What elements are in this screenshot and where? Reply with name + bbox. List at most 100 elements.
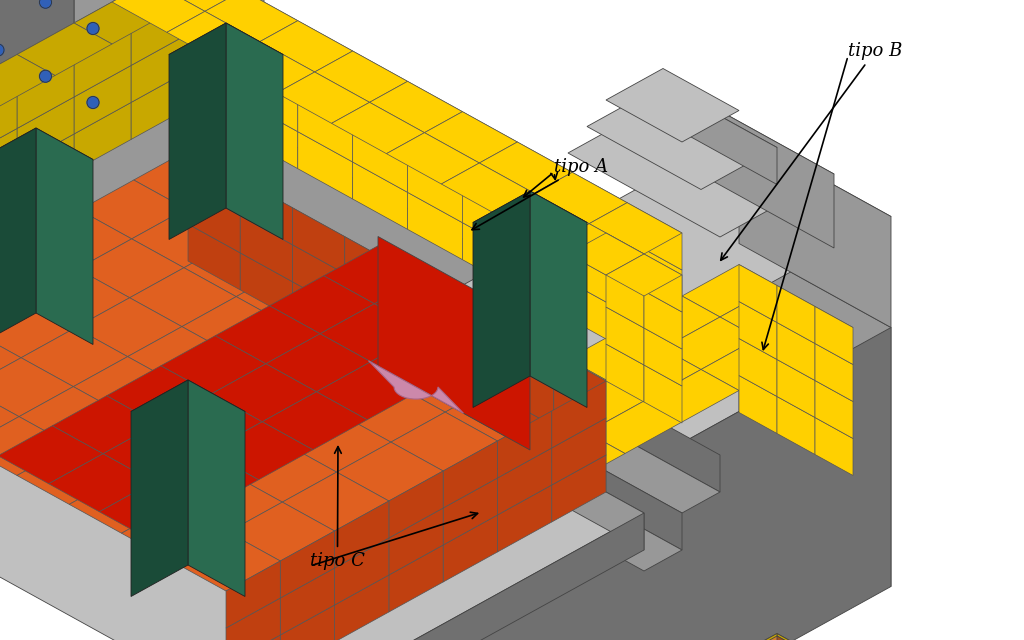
Polygon shape — [450, 332, 502, 397]
Polygon shape — [150, 219, 682, 550]
Polygon shape — [70, 474, 176, 533]
Polygon shape — [0, 0, 264, 154]
Polygon shape — [0, 87, 188, 434]
Polygon shape — [370, 81, 463, 132]
Polygon shape — [644, 291, 682, 349]
Polygon shape — [663, 84, 777, 184]
Polygon shape — [74, 356, 180, 415]
Polygon shape — [78, 239, 184, 298]
Polygon shape — [454, 390, 549, 443]
Polygon shape — [99, 482, 204, 540]
Polygon shape — [226, 243, 891, 611]
Circle shape — [40, 70, 51, 83]
Polygon shape — [332, 102, 424, 154]
Polygon shape — [441, 163, 535, 214]
Polygon shape — [74, 102, 131, 171]
Polygon shape — [627, 203, 682, 270]
Polygon shape — [169, 23, 226, 239]
Polygon shape — [397, 422, 492, 474]
Polygon shape — [237, 267, 343, 326]
Polygon shape — [517, 216, 572, 284]
Polygon shape — [0, 0, 74, 49]
Polygon shape — [226, 132, 891, 500]
Polygon shape — [150, 0, 243, 12]
Polygon shape — [739, 132, 891, 328]
Polygon shape — [243, 28, 298, 95]
Polygon shape — [335, 501, 389, 568]
Polygon shape — [230, 444, 337, 502]
Polygon shape — [0, 329, 22, 388]
Polygon shape — [359, 527, 454, 579]
Polygon shape — [552, 381, 606, 448]
Polygon shape — [0, 54, 17, 123]
Polygon shape — [682, 90, 834, 248]
Polygon shape — [627, 239, 682, 307]
Polygon shape — [131, 71, 188, 140]
Polygon shape — [435, 443, 530, 495]
Polygon shape — [74, 0, 169, 44]
Polygon shape — [397, 303, 450, 369]
Polygon shape — [285, 413, 391, 472]
Polygon shape — [498, 448, 552, 515]
Polygon shape — [266, 333, 371, 392]
Polygon shape — [0, 87, 796, 640]
Polygon shape — [321, 506, 416, 559]
Polygon shape — [606, 349, 701, 401]
Polygon shape — [552, 455, 606, 522]
Circle shape — [40, 0, 51, 8]
Polygon shape — [112, 0, 205, 33]
Polygon shape — [517, 253, 572, 321]
Polygon shape — [188, 380, 245, 596]
Polygon shape — [587, 401, 682, 454]
Polygon shape — [260, 20, 352, 72]
Polygon shape — [463, 148, 517, 216]
Polygon shape — [627, 276, 682, 344]
Polygon shape — [131, 380, 188, 596]
Polygon shape — [551, 223, 644, 275]
Polygon shape — [78, 424, 171, 476]
Polygon shape — [0, 270, 24, 329]
Polygon shape — [298, 132, 352, 199]
Polygon shape — [572, 284, 627, 351]
Polygon shape — [335, 538, 389, 605]
Polygon shape — [24, 394, 116, 445]
Polygon shape — [131, 380, 245, 443]
Polygon shape — [289, 296, 395, 355]
Polygon shape — [375, 274, 479, 332]
Polygon shape — [393, 353, 500, 412]
Polygon shape — [0, 0, 264, 79]
Polygon shape — [150, 240, 644, 550]
Polygon shape — [568, 90, 834, 237]
Polygon shape — [24, 269, 130, 328]
Polygon shape — [226, 598, 281, 640]
Polygon shape — [450, 369, 502, 435]
Polygon shape — [682, 264, 777, 317]
Polygon shape — [243, 65, 298, 132]
Polygon shape — [345, 310, 397, 376]
Polygon shape — [0, 129, 17, 197]
Polygon shape — [473, 464, 568, 516]
Polygon shape — [777, 397, 815, 454]
Polygon shape — [587, 84, 777, 189]
Polygon shape — [0, 333, 6, 385]
Text: tipo B: tipo B — [721, 42, 902, 260]
Polygon shape — [644, 365, 682, 423]
Polygon shape — [293, 244, 345, 310]
Polygon shape — [445, 382, 552, 441]
Polygon shape — [443, 478, 498, 545]
Polygon shape — [341, 324, 447, 383]
Polygon shape — [352, 51, 408, 118]
Polygon shape — [572, 246, 627, 314]
Polygon shape — [777, 636, 815, 640]
Polygon shape — [243, 0, 298, 58]
Polygon shape — [0, 358, 74, 417]
Polygon shape — [378, 474, 473, 527]
Polygon shape — [283, 485, 378, 538]
Polygon shape — [131, 0, 188, 65]
Polygon shape — [188, 71, 243, 138]
Polygon shape — [473, 191, 530, 408]
Polygon shape — [287, 355, 393, 413]
Polygon shape — [293, 208, 345, 274]
Polygon shape — [758, 307, 853, 359]
Polygon shape — [321, 304, 425, 362]
